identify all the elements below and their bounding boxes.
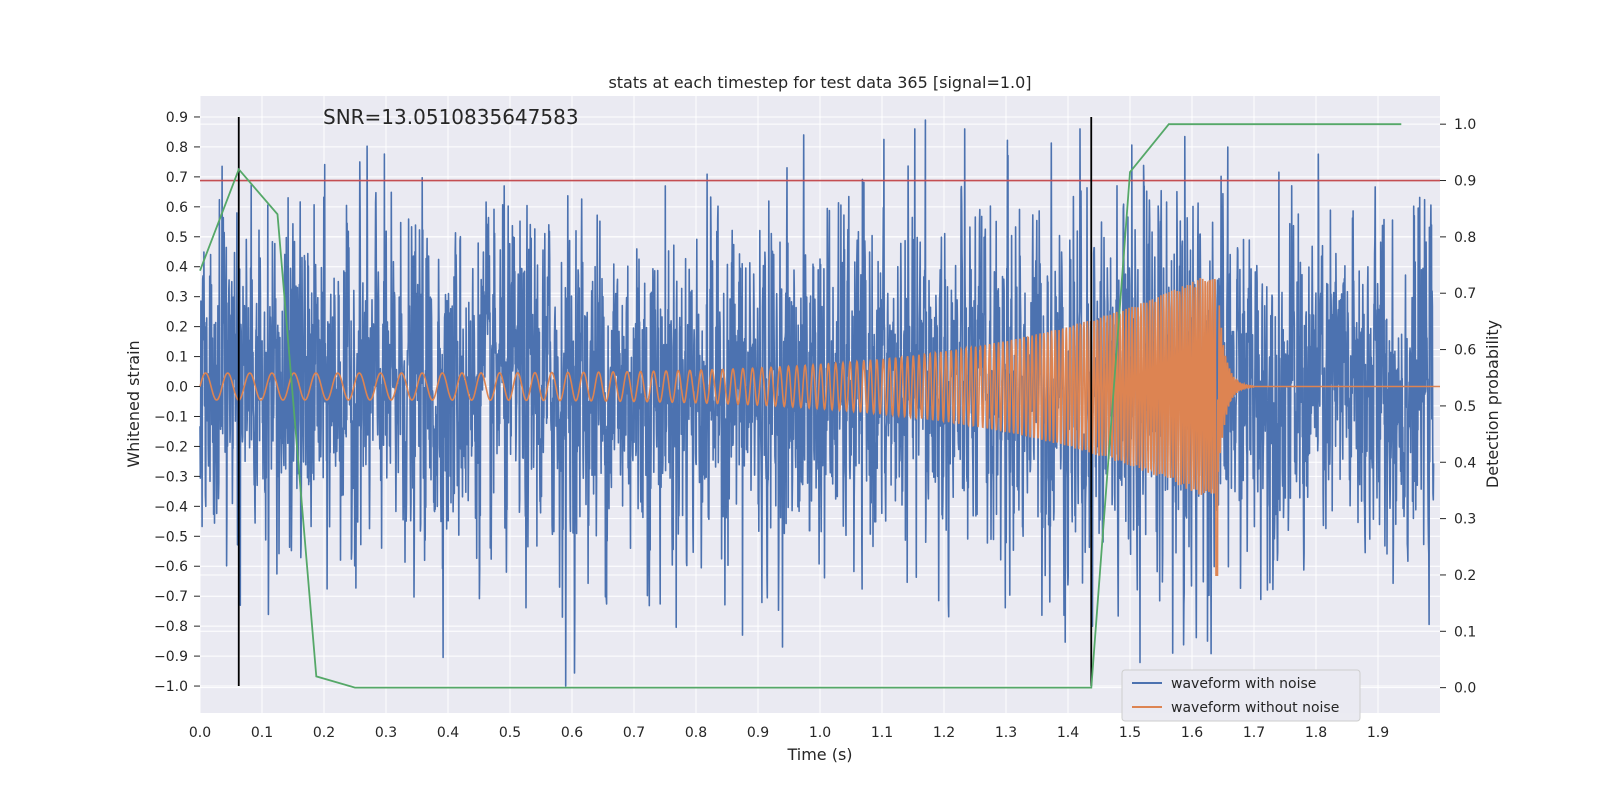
- x-tick-label: 0.5: [499, 725, 521, 741]
- series-waveform-without-noise: [199, 277, 1440, 577]
- legend-label-noise: waveform with noise: [1171, 676, 1316, 692]
- legend-box: [1121, 669, 1361, 722]
- legend: waveform with noise waveform without noi…: [1121, 669, 1361, 722]
- y-tick-label: −0.6: [154, 559, 188, 575]
- x-tick-label: 1.6: [1181, 725, 1203, 741]
- series-detection-probability: [199, 123, 1402, 689]
- y-tick-label: 0.8: [166, 140, 188, 156]
- y-tick-label: 0.4: [166, 260, 188, 276]
- x-tick-label: 1.7: [1243, 725, 1265, 741]
- y-tick-label: −0.1: [154, 409, 188, 425]
- y2-tick-label: 0.0: [1454, 681, 1476, 697]
- y2-tick-label: 0.2: [1454, 568, 1476, 584]
- x-tick-label: 0.2: [313, 725, 335, 741]
- legend-label-chirp: waveform without noise: [1171, 700, 1339, 716]
- y-tick-label: −0.8: [154, 619, 188, 635]
- y2-tick-label: 1.0: [1454, 117, 1476, 133]
- y-tick-label: −1.0: [154, 679, 188, 695]
- x-tick-label: 0.3: [375, 725, 397, 741]
- y-tick-label: 0.2: [166, 320, 188, 336]
- x-tick-label: 1.1: [871, 725, 893, 741]
- x-tick-label: 0.6: [561, 725, 583, 741]
- y-axis-ticks: 0.9 0.8 0.7 0.6 0.5 0.4 0.3 0.2 0.1 0.0 −0.1 −0.2 −0…: [154, 110, 200, 695]
- x-tick-label: 1.0: [809, 725, 831, 741]
- y-tick-label: 0.1: [166, 350, 188, 366]
- y-tick-label: −0.9: [154, 649, 188, 665]
- y2-axis-ticks: 1.0 0.9 0.8 0.7 0.6 0.5 0.4 0.3 0.2 0.1 0.0: [1440, 117, 1476, 697]
- x-tick-label: 1.5: [1119, 725, 1141, 741]
- y2-tick-label: 0.7: [1454, 286, 1476, 302]
- x-tick-label: 0.0: [189, 725, 211, 741]
- x-tick-label: 0.9: [747, 725, 769, 741]
- y-tick-label: 0.9: [166, 110, 188, 126]
- y2-tick-label: 0.1: [1454, 624, 1476, 640]
- y-tick-label: −0.4: [154, 499, 188, 515]
- y-tick-label: 0.0: [166, 380, 188, 396]
- x-tick-label: 0.4: [437, 725, 459, 741]
- x-tick-label: 0.1: [251, 725, 273, 741]
- y2-tick-label: 0.4: [1454, 455, 1476, 471]
- line-waveform-without-noise: [199, 277, 1440, 577]
- x-tick-label: 1.2: [933, 725, 955, 741]
- x-axis-ticks: 0.0 0.1 0.2 0.3 0.4 0.5 0.6 0.7 0.8 0.9 1.0 1.1 1.2 1…: [189, 725, 1389, 741]
- y-tick-label: 0.3: [166, 290, 188, 306]
- x-tick-label: 1.8: [1305, 725, 1327, 741]
- y2-axis-label: Detection probability: [1483, 320, 1502, 488]
- x-tick-label: 1.3: [995, 725, 1017, 741]
- y-tick-label: 0.5: [166, 230, 188, 246]
- y2-tick-label: 0.5: [1454, 399, 1476, 415]
- y-tick-label: −0.3: [154, 469, 188, 485]
- line-detection-probability: [199, 123, 1402, 689]
- y-tick-label: −0.7: [154, 589, 188, 605]
- y2-tick-label: 0.6: [1454, 343, 1476, 359]
- y-axis-label: Whitened strain: [124, 340, 143, 467]
- snr-annotation: SNR=13.0510835647583: [323, 105, 579, 129]
- y-tick-label: −0.2: [154, 439, 188, 455]
- chart-title: stats at each timestep for test data 365…: [608, 73, 1031, 92]
- vertical-markers: [237, 116, 1093, 687]
- x-axis-label: Time (s): [786, 745, 852, 764]
- y-tick-label: 0.6: [166, 200, 188, 216]
- y-tick-label: −0.5: [154, 529, 188, 545]
- y2-tick-label: 0.8: [1454, 230, 1476, 246]
- x-tick-label: 1.4: [1057, 725, 1079, 741]
- y2-tick-label: 0.3: [1454, 512, 1476, 528]
- x-tick-label: 0.8: [685, 725, 707, 741]
- y-tick-label: 0.7: [166, 170, 188, 186]
- x-tick-label: 0.7: [623, 725, 645, 741]
- y2-tick-label: 0.9: [1454, 174, 1476, 190]
- x-tick-label: 1.9: [1367, 725, 1389, 741]
